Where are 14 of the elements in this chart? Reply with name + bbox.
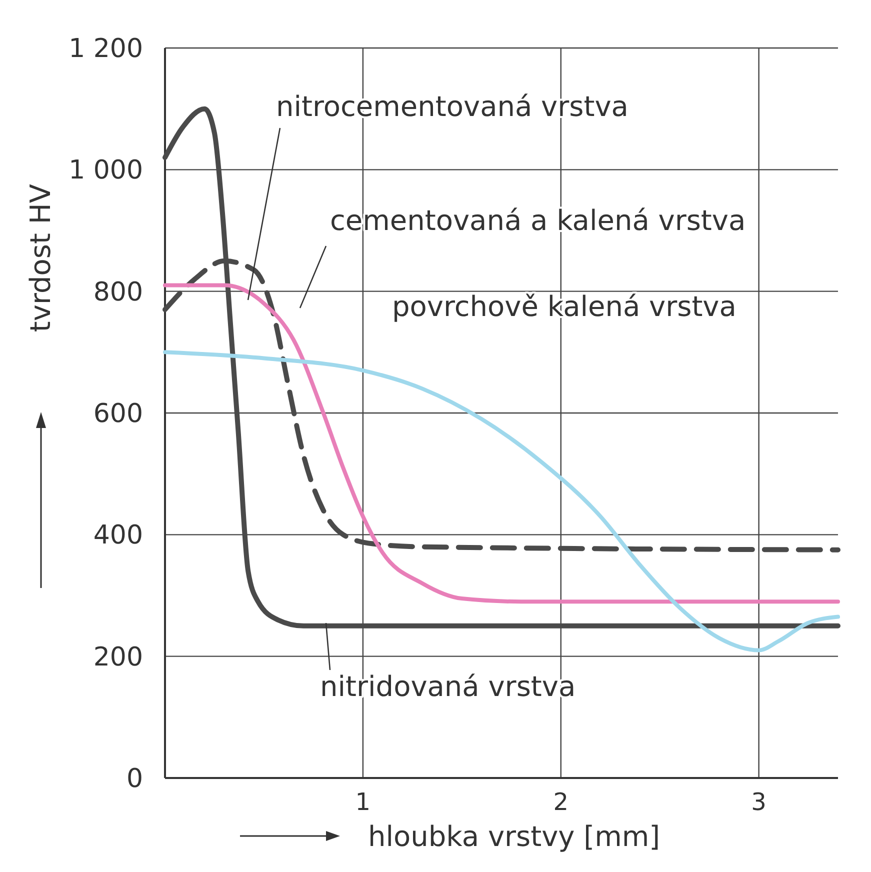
x-tick-label: 1 — [355, 788, 371, 816]
y-tick-label: 600 — [93, 399, 143, 429]
y-axis-title: tvrdost HV — [24, 184, 57, 332]
y-tick-label: 400 — [93, 520, 143, 551]
x-tick-label: 2 — [553, 788, 569, 816]
y-tick-label: 1 200 — [68, 34, 143, 64]
y-tick-label: 200 — [93, 642, 143, 672]
y-tick-label: 1 000 — [68, 156, 143, 186]
x-axis-title: hloubka vrstvy [mm] — [368, 820, 660, 853]
y-tick-label: 800 — [93, 277, 143, 308]
line-series — [163, 283, 840, 604]
line-series — [163, 350, 840, 652]
y-tick-label: 0 — [126, 764, 143, 794]
x-tick-label: 3 — [751, 788, 766, 816]
